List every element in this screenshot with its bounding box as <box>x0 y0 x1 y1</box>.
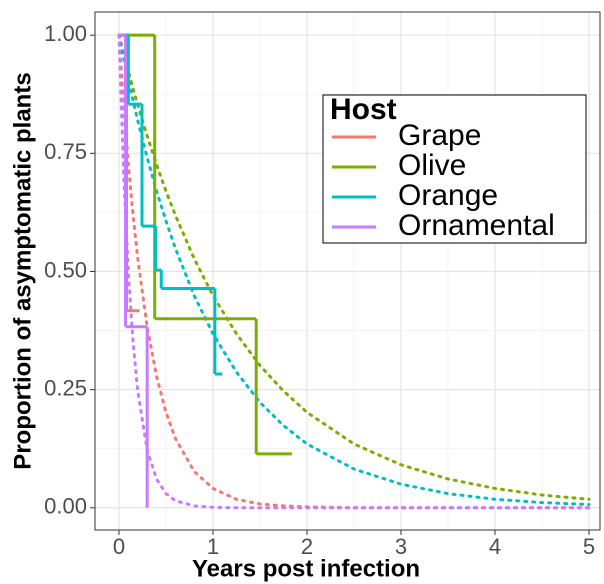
legend-label: Ornamental <box>398 209 555 242</box>
legend-box <box>322 94 587 244</box>
x-axis-title: Years post infection <box>192 555 420 582</box>
legend-title: Host <box>330 93 397 126</box>
x-tick-label: 1 <box>207 534 219 559</box>
y-axis-title: Proportion of asymptomatic plants <box>9 72 36 469</box>
x-tick-label: 5 <box>583 534 595 559</box>
y-tick-label: 0.50 <box>44 257 87 282</box>
y-tick-label: 0.00 <box>44 494 87 519</box>
legend-label: Orange <box>398 179 498 212</box>
y-tick-label: 0.25 <box>44 375 87 400</box>
fit-curve <box>117 33 591 501</box>
fit-curve <box>117 33 591 506</box>
x-tick-label: 3 <box>395 534 407 559</box>
x-tick-label: 2 <box>301 534 313 559</box>
fit-curve <box>117 33 591 510</box>
legend-label: Olive <box>398 149 466 182</box>
x-tick-label: 4 <box>489 534 501 559</box>
x-tick-label: 0 <box>113 534 125 559</box>
legend-label: Grape <box>398 119 481 152</box>
fit-curve <box>117 33 591 510</box>
panel-border <box>94 11 601 531</box>
y-tick-label: 0.75 <box>44 139 87 164</box>
y-tick-label: 1.00 <box>44 21 87 46</box>
